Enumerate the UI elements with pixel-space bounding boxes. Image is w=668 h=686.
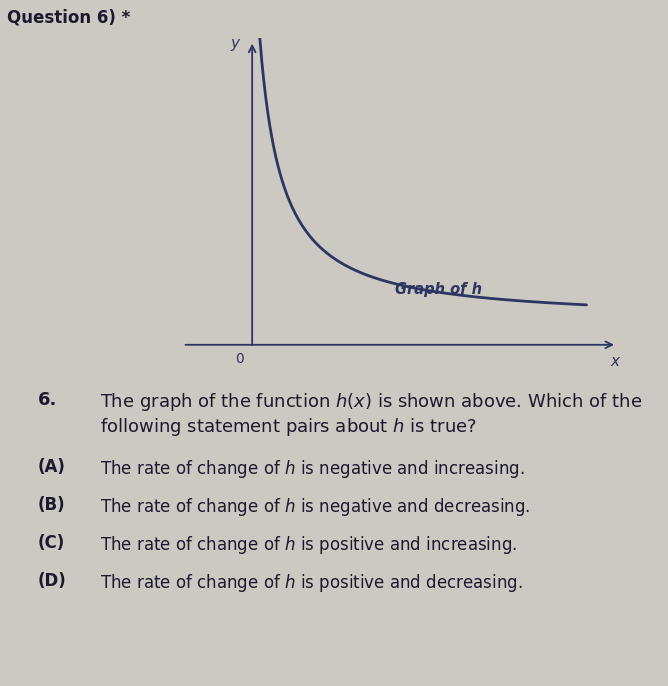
Text: x: x bbox=[611, 354, 619, 369]
Text: The rate of change of $h$ is negative and increasing.: The rate of change of $h$ is negative an… bbox=[100, 458, 524, 480]
Text: (D): (D) bbox=[38, 572, 67, 590]
Text: Question 6) *: Question 6) * bbox=[7, 8, 130, 26]
Text: The rate of change of $h$ is positive and increasing.: The rate of change of $h$ is positive an… bbox=[100, 534, 517, 556]
Text: The rate of change of $h$ is negative and decreasing.: The rate of change of $h$ is negative an… bbox=[100, 496, 530, 518]
Text: (A): (A) bbox=[38, 458, 66, 476]
Text: The rate of change of $h$ is positive and decreasing.: The rate of change of $h$ is positive an… bbox=[100, 572, 523, 594]
Text: Graph of h: Graph of h bbox=[395, 282, 482, 297]
Text: 6.: 6. bbox=[38, 391, 57, 409]
Text: 0: 0 bbox=[234, 352, 244, 366]
Text: following statement pairs about $h$ is true?: following statement pairs about $h$ is t… bbox=[100, 416, 477, 438]
Text: The graph of the function $h(x)$ is shown above. Which of the: The graph of the function $h(x)$ is show… bbox=[100, 391, 643, 413]
Text: (B): (B) bbox=[38, 496, 65, 514]
Text: y: y bbox=[230, 36, 239, 51]
Text: (C): (C) bbox=[38, 534, 65, 552]
